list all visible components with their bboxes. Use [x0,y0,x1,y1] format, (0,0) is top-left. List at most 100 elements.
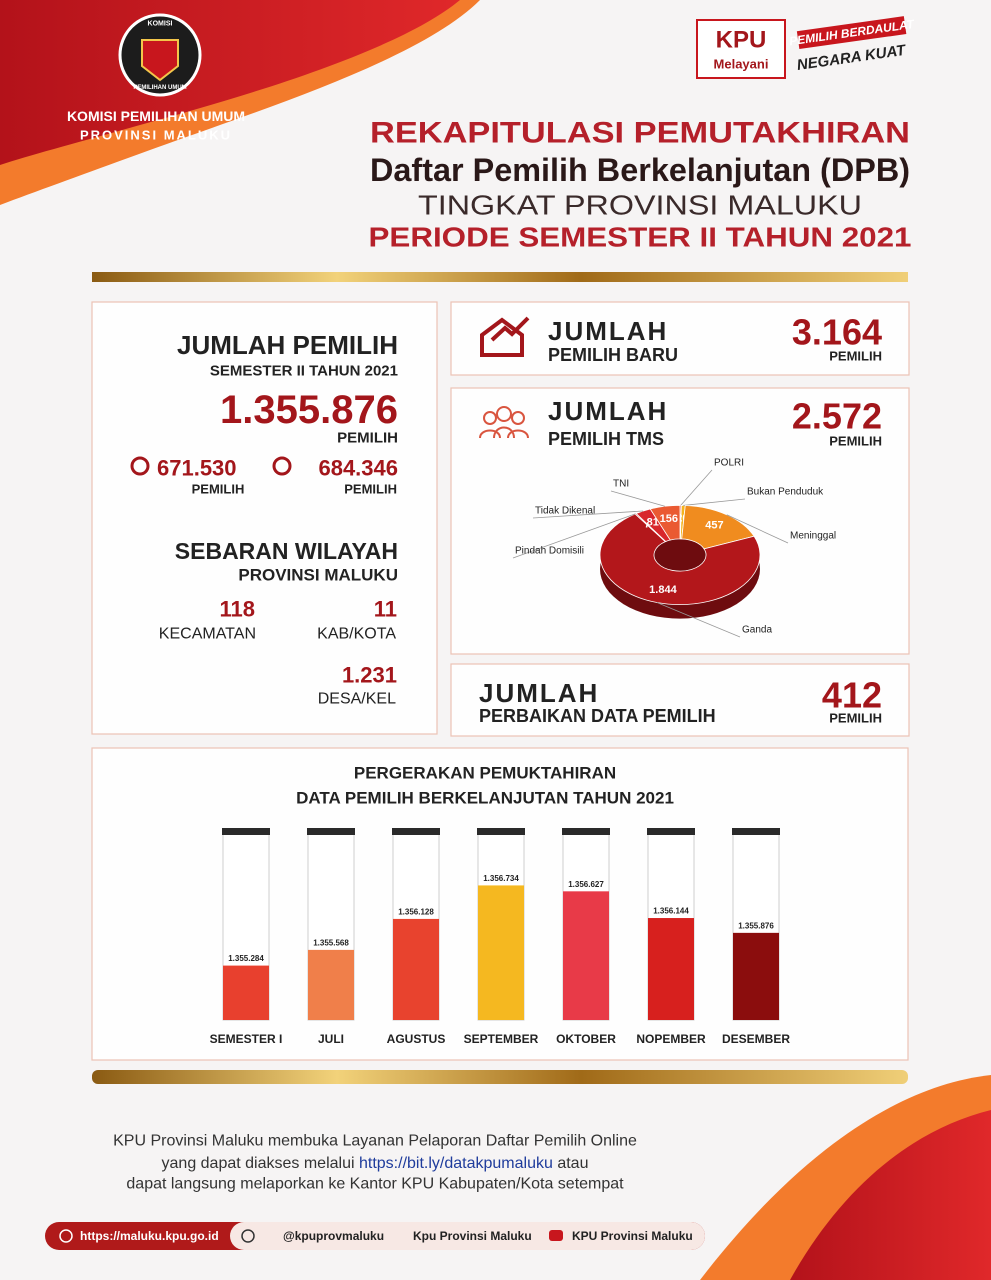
region-subheading: PROVINSI MALUKU [238,566,398,585]
bar-value-label: 1.356.734 [483,874,519,883]
tube-cap [477,828,525,835]
leader-line [726,514,789,544]
region-value: 118 [220,597,256,622]
pie-category-label: Meninggal [790,531,836,542]
swoosh-red [0,0,460,165]
x-tick-label: OKTOBER [556,1032,616,1046]
pie-value-label: 7 [644,519,650,531]
female-icon [272,456,292,476]
pie-category-label: Tidak Dikenal [535,506,595,517]
pie-value-label: 1.844 [649,584,677,596]
chart-title: PERGERAKAN PEMUKTAHIRAN [354,764,616,783]
tube-cap [732,828,780,835]
gold-bar [92,272,908,282]
region-label: KAB/KOTA [317,626,396,643]
region-value: 11 [374,597,397,622]
pie-value-label: 156 [660,513,678,525]
leader-line [532,510,644,519]
female-unit: PEMILIH [344,482,397,497]
logo-shield [141,39,179,82]
logo-text: KOMISI [148,21,173,28]
leader-line [512,513,636,559]
pie-value-label: 81 [647,517,659,529]
leader-line [656,602,741,638]
pie-value-label: 457 [705,519,723,531]
pie-value-label: 7 [677,512,683,524]
x-tick-label: SEPTEMBER [464,1032,539,1046]
panel [450,301,910,376]
total-unit: PEMILIH [337,430,398,447]
corrections-unit: PEMILIH [829,711,882,726]
leader-line [680,469,713,506]
bar-value-label: 1.356.144 [653,907,689,916]
web-icon [59,1229,73,1243]
panel [450,663,910,737]
tms-line1: JUMLAH [548,396,668,426]
tms-icon [479,406,529,439]
x-tick-label: SEMESTER I [210,1032,283,1046]
tube-cap [307,828,355,835]
youtube-icon [549,1230,563,1241]
pie-slice [649,504,681,541]
instagram-icon [241,1229,255,1243]
male-value: 671.530 [157,456,237,481]
footer-youtube[interactable]: KPU Provinsi Maluku [572,1229,693,1243]
region-label: DESA/KEL [318,691,396,708]
pie-category-label: TNI [613,479,629,490]
chart-subtitle: DATA PEMILIH BERKELANJUTAN TAHUN 2021 [296,789,674,808]
bar [308,949,354,1020]
footer-text: atau [557,1155,588,1172]
bar [478,885,524,1020]
footer-text: dapat langsung melaporkan ke Kantor KPU … [126,1176,624,1193]
org-province: PROVINSI MALUKU [80,128,232,143]
logo-text: PEMILIHAN UMUM [133,85,186,91]
new-voters-value: 3.164 [792,312,882,353]
slogan-bg [796,16,907,50]
org-name: KOMISI PEMILIHAN UMUM [67,108,245,124]
bar [393,918,439,1020]
footer-text: KPU Provinsi Maluku membuka Layanan Pela… [113,1133,637,1150]
bar-value-label: 1.356.627 [568,880,604,889]
x-tick-label: JULI [318,1032,344,1046]
kpu-badge [696,19,786,79]
leader-line [610,490,665,507]
tms-value: 2.572 [792,396,882,437]
footer-facebook[interactable]: Kpu Provinsi Maluku [413,1229,532,1243]
bar-value-label: 1.356.128 [398,907,434,916]
region-label: KECAMATAN [159,626,256,643]
total-heading: JUMLAH PEMILIH [177,330,398,360]
pie-category-label: Bukan Penduduk [747,487,824,498]
title: TINGKAT PROVINSI MALUKU [418,190,862,221]
tube-cap [222,828,270,835]
tms-unit: PEMILIH [829,434,882,449]
pie-category-label: POLRI [714,458,744,469]
bar [648,918,694,1020]
kpu-badge-sub: Melayani [714,57,769,72]
title: Daftar Pemilih Berkelanjutan (DPB) [370,152,910,188]
region-heading: SEBARAN WILAYAH [175,538,398,564]
corrections-value: 412 [822,675,882,716]
footer-social[interactable]: @kpuprovmaluku [283,1229,384,1243]
title: REKAPITULASI PEMUTAKHIRAN [370,117,910,150]
total-period: SEMESTER II TAHUN 2021 [210,363,398,380]
footer-bar [230,1222,705,1250]
pie-category-label: Ganda [742,625,772,636]
tube-cap [392,828,440,835]
bar [733,932,779,1020]
title: PERIODE SEMESTER II TAHUN 2021 [369,222,912,253]
bar-value-label: 1.355.284 [228,954,264,963]
male-unit: PEMILIH [192,482,245,497]
new-voters-line2: PEMILIH BARU [548,345,678,365]
panel [91,301,438,735]
gold-bar [92,1070,908,1084]
pie-slice [681,505,755,550]
bar [563,891,609,1020]
x-tick-label: NOPEMBER [636,1032,706,1046]
footer-link[interactable]: https://bit.ly/datakpumaluku [359,1155,553,1172]
swoosh-red-bottom [790,1110,991,1280]
female-value: 684.346 [318,456,398,481]
footer-text: yang dapat diakses melalui https://bit.l… [162,1155,589,1172]
footer-website[interactable]: https://maluku.kpu.go.id [80,1229,219,1243]
